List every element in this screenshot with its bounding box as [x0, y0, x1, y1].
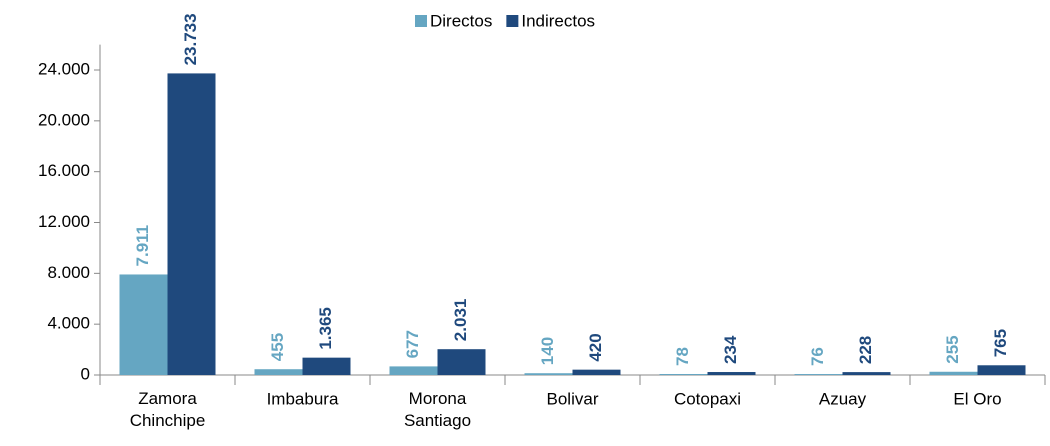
x-tick-label: Cotopaxi — [674, 389, 741, 408]
value-label: 420 — [586, 333, 605, 361]
x-tick-label: El Oro — [953, 389, 1001, 408]
bar — [437, 349, 486, 375]
bar — [842, 372, 891, 375]
y-tick-label: 16.000 — [38, 161, 90, 180]
value-label: 23.733 — [181, 13, 200, 65]
x-tick-label: Zamora Chinchipe — [130, 389, 206, 430]
value-label: 7.911 — [133, 225, 152, 267]
legend-label: Indirectos — [521, 11, 595, 30]
value-label: 255 — [943, 335, 962, 363]
bar — [524, 373, 573, 375]
bar — [119, 274, 168, 375]
bar — [659, 374, 708, 375]
y-tick-label: 12.000 — [38, 212, 90, 231]
bar — [167, 73, 216, 376]
value-label: 677 — [403, 330, 422, 358]
y-tick-label: 20.000 — [38, 110, 90, 129]
bar — [929, 371, 978, 375]
value-label: 140 — [538, 337, 557, 365]
x-tick-label: Imbabura — [267, 389, 339, 408]
x-tick-label: Morona Santiago — [404, 389, 471, 430]
legend-label: Directos — [430, 11, 492, 30]
legend-swatch — [415, 15, 427, 27]
bar — [977, 365, 1026, 375]
legend-swatch — [506, 15, 519, 27]
x-tick-label: Azuay — [819, 389, 867, 408]
x-tick-label: Bolivar — [547, 389, 599, 408]
bar — [572, 369, 621, 375]
value-label: 1.365 — [316, 307, 335, 350]
value-label: 234 — [721, 335, 740, 364]
y-tick-label: 0 — [81, 364, 90, 383]
bar — [254, 369, 303, 375]
y-tick-label: 4.000 — [47, 314, 90, 333]
value-label: 455 — [268, 333, 287, 361]
bar — [707, 372, 756, 375]
value-label: 2.031 — [451, 299, 470, 342]
value-label: 78 — [673, 347, 692, 366]
value-label: 76 — [808, 347, 827, 366]
value-label: 228 — [856, 336, 875, 364]
bar — [794, 374, 843, 375]
y-tick-label: 8.000 — [47, 263, 90, 282]
bar — [389, 366, 438, 375]
y-tick-label: 24.000 — [38, 59, 90, 78]
value-label: 765 — [991, 329, 1010, 357]
bar — [302, 357, 351, 375]
